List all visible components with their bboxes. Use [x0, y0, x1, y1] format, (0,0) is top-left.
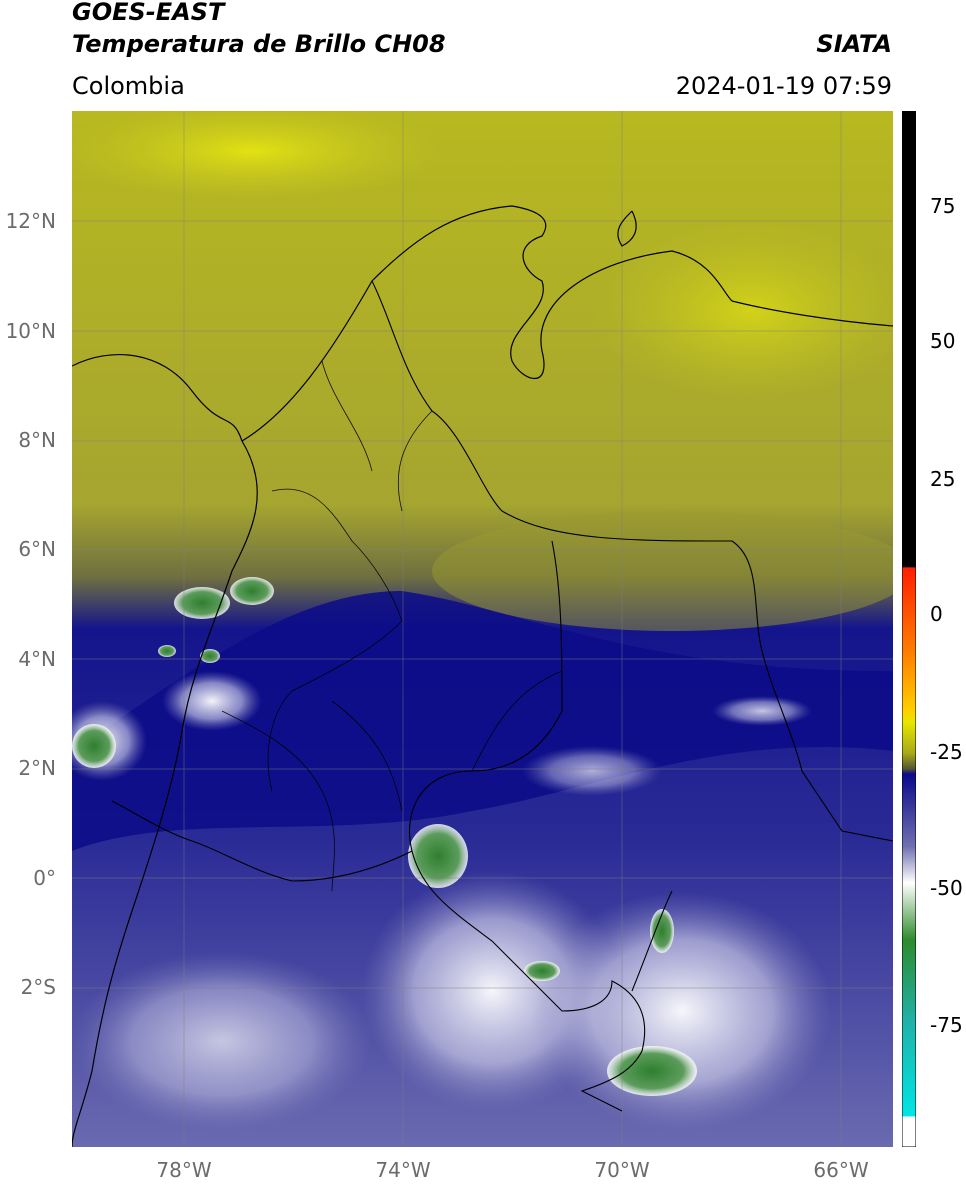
convective-cell-3: [650, 909, 674, 953]
cloud-south-east: [532, 891, 832, 1131]
lat-label: 12°N: [5, 209, 56, 233]
convective-cell-4: [524, 961, 560, 981]
colorbar-tick: -50: [930, 876, 963, 900]
lat-label: 0°: [33, 866, 56, 890]
cloud-west: [162, 671, 262, 731]
lat-label: 4°N: [18, 647, 56, 671]
cold-band: [72, 591, 893, 851]
colorbar-tick: 0: [930, 602, 943, 626]
graticule: [72, 111, 893, 1147]
satellite-map: [72, 111, 893, 1147]
convective-cell-5: [174, 587, 230, 619]
convective-cell-7: [72, 724, 116, 768]
lon-label: 70°W: [594, 1158, 650, 1182]
convective-cell-6: [230, 577, 274, 605]
colorbar-tick: 50: [930, 329, 956, 353]
title-line-1: GOES-EAST: [72, 0, 225, 26]
convective-cell-2: [607, 1046, 697, 1096]
lon-label: 78°W: [156, 1158, 212, 1182]
cloud-mid: [522, 746, 662, 796]
lon-label: 74°W: [375, 1158, 431, 1182]
lat-label: 10°N: [5, 319, 56, 343]
lat-label: 6°N: [18, 537, 56, 561]
coastlines: [72, 205, 893, 1147]
colorbar: [902, 111, 916, 1147]
lat-label: 2°N: [18, 756, 56, 780]
title-line-2: Temperatura de Brillo CH08: [72, 30, 446, 58]
colorbar-tick: 75: [930, 194, 956, 218]
colorbar-tick: -75: [930, 1013, 963, 1037]
colorbar-tick: -25: [930, 740, 963, 764]
lon-label: 66°W: [813, 1158, 869, 1182]
colorbar-tick: 25: [930, 467, 956, 491]
warm-area-east: [592, 221, 893, 401]
colorbar-gradient: [902, 111, 916, 1147]
lat-label: 2°S: [20, 975, 56, 999]
country-borders: [111, 280, 893, 1112]
transition-band: [432, 511, 893, 631]
cloud-east: [712, 696, 812, 726]
department-borders: [221, 360, 563, 892]
convective-cell-9: [200, 649, 220, 663]
warm-area-north: [72, 111, 442, 201]
region-label: Colombia: [72, 72, 185, 100]
source-label: SIATA: [816, 30, 892, 58]
datetime-label: 2024-01-19 07:59: [675, 72, 892, 100]
convective-cell-1: [408, 824, 468, 888]
cloud-south-west: [72, 951, 372, 1131]
convective-cell-8: [158, 645, 176, 657]
lat-label: 8°N: [18, 428, 56, 452]
